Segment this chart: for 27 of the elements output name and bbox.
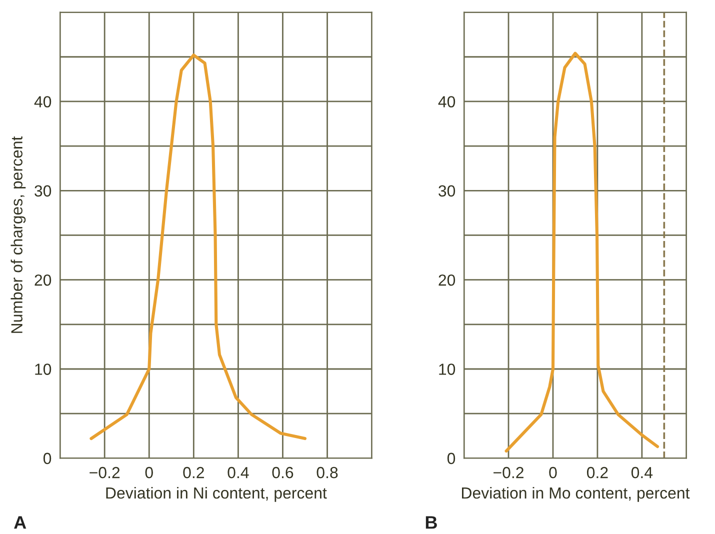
x-tick-label: −0.2 [494, 466, 524, 478]
y-tick-label: 0 [43, 452, 52, 464]
y-tick-label: 0 [447, 452, 456, 464]
y-tick-label: 20 [34, 274, 52, 286]
x-axis-title: Deviation in Ni content, percent [106, 486, 327, 502]
x-axis-title: Deviation in Mo content, percent [462, 486, 690, 502]
x-tick-label: 0.8 [316, 466, 338, 478]
x-tick-label: 0.6 [272, 466, 294, 478]
x-tick-label: 0 [549, 466, 557, 478]
y-tick-label: 40 [34, 96, 52, 108]
y-tick-label: 20 [438, 274, 456, 286]
y-axis-title: Number of charges, percent [10, 136, 26, 333]
y-tick-label: 10 [439, 364, 456, 375]
x-tick-label: −0.2 [90, 466, 120, 478]
line-series [90, 54, 307, 440]
y-tick-label: 30 [34, 185, 52, 197]
x-tick-label: 0 [145, 466, 153, 478]
y-tick-label: 30 [438, 185, 456, 197]
y-tick-label: 10 [35, 364, 52, 375]
x-tick-label: 0.4 [228, 466, 249, 478]
x-tick-label: 0.2 [183, 466, 204, 478]
x-tick-label: 0.4 [631, 466, 653, 478]
x-tick-label: 0.2 [586, 466, 608, 478]
text: B [426, 516, 437, 529]
text: A [14, 516, 26, 529]
line-series [504, 52, 660, 453]
y-tick-label: 40 [438, 96, 456, 108]
